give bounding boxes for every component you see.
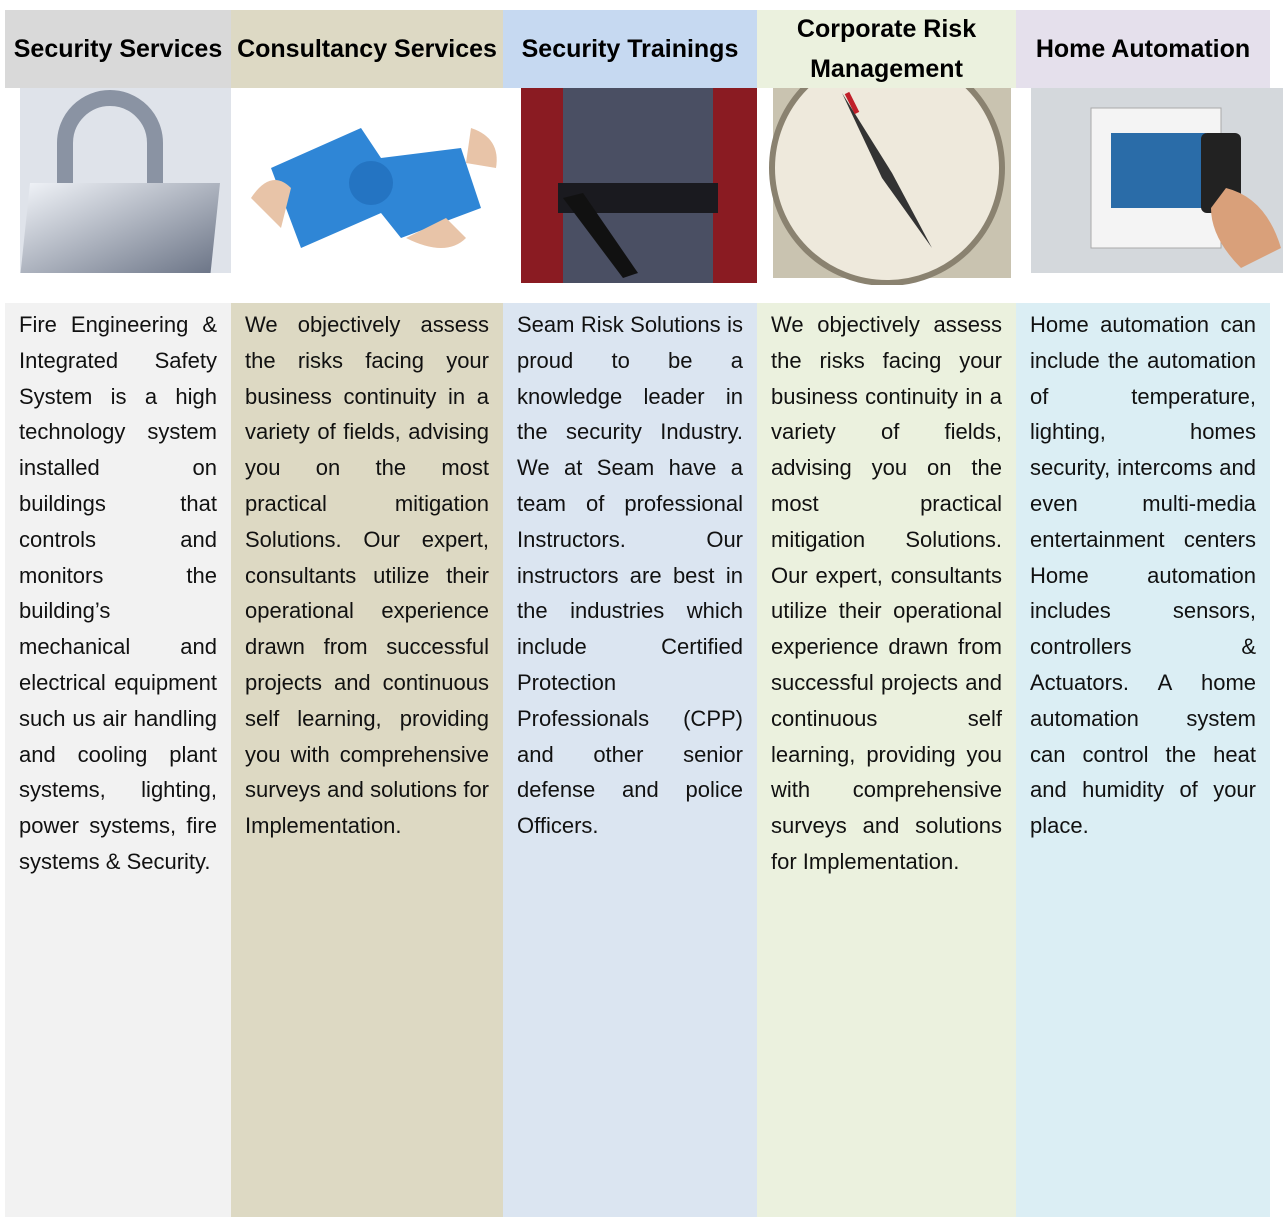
column-title: Security Trainings (503, 10, 757, 88)
column: Home Automation Home automation can incl… (1016, 10, 1283, 1217)
column-title: Home Automation (1016, 10, 1270, 88)
column-text: Seam Risk Solutions is proud to be a kno… (503, 303, 757, 1217)
column-text: Home automation can include the automati… (1016, 303, 1270, 1217)
officer-image (521, 88, 757, 283)
column: Corporate Risk Management We objectively… (757, 10, 1016, 1217)
image (1016, 88, 1283, 285)
image (231, 88, 503, 285)
image (503, 88, 757, 285)
puzzle-image (251, 128, 497, 248)
column-title: Consultancy Services (231, 10, 503, 88)
image (5, 88, 231, 285)
column: Consultancy Services We objectively asse… (231, 10, 503, 1217)
padlock-image (20, 88, 231, 273)
column-text: Fire Engineering & Integrated Safety Sys… (5, 303, 231, 1217)
column: Security Trainings Seam Risk Solutions i… (503, 10, 757, 1217)
column-text: We objectively assess the risks facing y… (231, 303, 503, 1217)
home-automation-image (1031, 88, 1283, 273)
column-title: Security Services (5, 10, 231, 88)
column-title: Corporate Risk Management (757, 10, 1016, 88)
column: Security Services Fire Engineering & Int… (5, 10, 231, 1217)
image (757, 88, 1016, 285)
column-text: We objectively assess the risks facing y… (757, 303, 1016, 1217)
compass-image (769, 88, 1011, 285)
